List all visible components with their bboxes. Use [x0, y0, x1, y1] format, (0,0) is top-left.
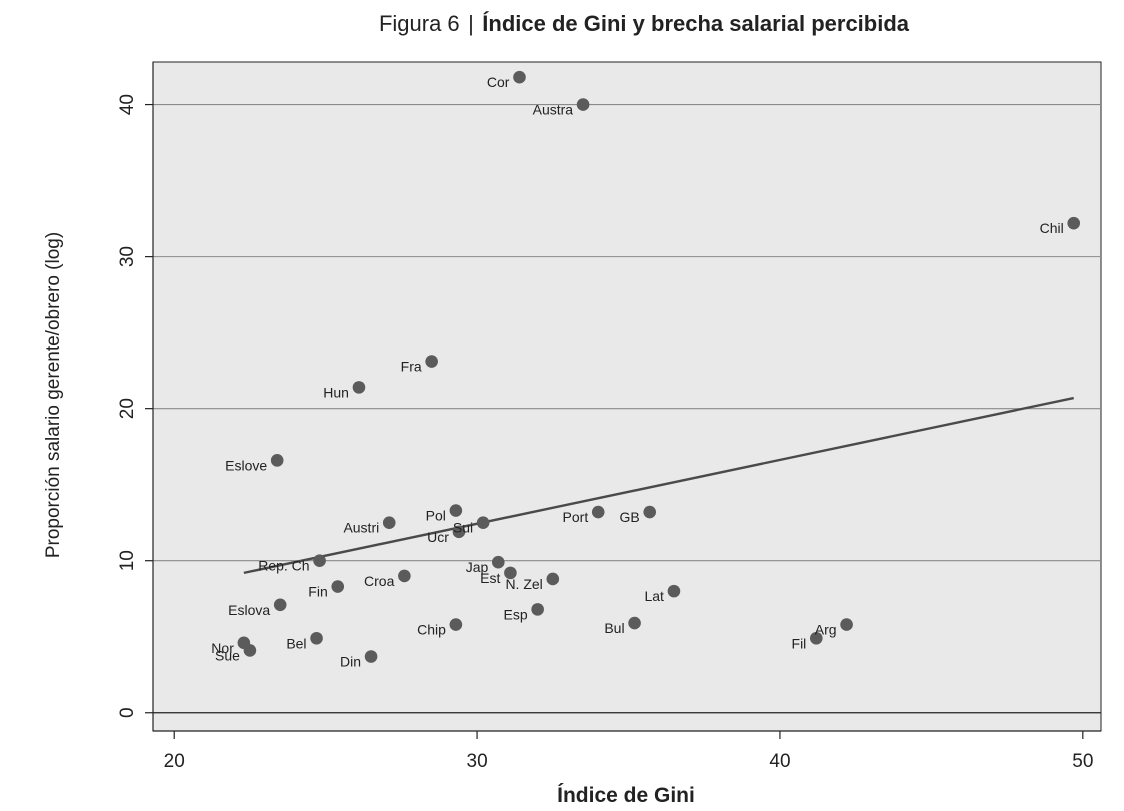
point-fra [425, 355, 438, 368]
point-label-arg: Arg [815, 622, 837, 638]
point-label-sue: Sue [215, 647, 240, 663]
point-label-bul: Bul [604, 620, 624, 636]
point-label-fil: Fil [792, 635, 807, 651]
title-separator: | [468, 11, 474, 36]
point-sui [476, 516, 490, 529]
point-jap [491, 555, 505, 569]
point-label-esp: Esp [504, 606, 528, 622]
y-tick-label-0: 0 [117, 707, 138, 718]
y-axis-title: Proporción salario gerente/obrero (log) [43, 232, 64, 558]
point-sue [243, 644, 257, 657]
point-eslove [270, 454, 284, 467]
point-label-fin: Fin [308, 584, 327, 600]
point-label-eslova: Eslova [228, 602, 270, 618]
axes: 0 10 20 30 40 20 30 40 50 [117, 62, 1101, 772]
point-labels: Cor Austra Chil Fra Hun Eslove Austri Pol SuiUcr… [211, 74, 1063, 669]
point-label-sui: Sui [453, 520, 473, 536]
point-label-nor: Nor [211, 640, 234, 656]
point-label-rep-ch: Rep. Ch [258, 558, 309, 574]
title-main: Índice de Gini y brecha salarial percibi… [482, 11, 909, 36]
point-label-eslove: Eslove [225, 457, 267, 473]
point-n-zel [546, 572, 560, 586]
point-label-gb: GB [619, 509, 639, 525]
point-label-din: Din [340, 653, 361, 669]
point-label-lat: Lat [644, 588, 664, 604]
point-label-austri: Austri [343, 520, 379, 536]
y-tick-label-40: 40 [117, 94, 138, 115]
x-axis-title: Índice de Gini [557, 784, 695, 807]
point-label-pol: Pol [426, 508, 446, 524]
point-eslova [273, 598, 287, 612]
point-label-austra: Austra [533, 102, 574, 118]
y-tick-label-10: 10 [117, 550, 138, 571]
title-prefix: Figura 6 [379, 11, 460, 36]
data-points [237, 70, 1081, 663]
point-pol [449, 504, 463, 517]
point-bel [310, 631, 323, 645]
chart-title: Figura 6 | Índice de Gini y brecha salar… [379, 11, 910, 36]
point-label-chip: Chip [417, 622, 446, 638]
point-hun [352, 381, 366, 394]
point-label-fra: Fra [401, 359, 422, 375]
point-fil [809, 631, 823, 645]
trend-line-layer [243, 396, 1074, 575]
y-tick-label-30: 30 [117, 246, 138, 267]
point-esp [531, 603, 544, 616]
plot-area [152, 61, 1102, 732]
point-chil [1067, 216, 1081, 230]
x-tick-label-40: 40 [769, 751, 790, 772]
x-tick-label-50: 50 [1072, 751, 1093, 772]
point-lat [667, 584, 681, 598]
point-label-jap: Jap [466, 559, 489, 575]
point-arg [840, 618, 853, 631]
point-label-chil: Chil [1040, 220, 1064, 236]
point-label-cor: Cor [487, 74, 510, 90]
point-croa [398, 569, 411, 583]
point-rep-ch [313, 554, 326, 568]
point-gb [643, 505, 657, 519]
point-fin [331, 580, 345, 593]
point-label-ucr: Ucr [427, 529, 449, 545]
point-label-est: Est [480, 570, 500, 586]
point-bul [628, 616, 641, 630]
grid-lines [153, 104, 1101, 714]
y-tick-label-20: 20 [117, 398, 138, 419]
x-tick-label-30: 30 [467, 751, 488, 772]
point-label-bel: Bel [286, 635, 306, 651]
point-est [504, 566, 517, 580]
point-label-port: Port [563, 509, 589, 525]
trend-line [243, 396, 1074, 575]
point-ucr [452, 525, 466, 539]
point-din [364, 650, 378, 663]
point-austra [576, 98, 590, 111]
point-label-n-zel: N. Zel [505, 576, 542, 592]
point-port [591, 505, 605, 519]
point-label-hun: Hun [323, 384, 349, 400]
point-label-croa: Croa [364, 573, 395, 589]
point-cor [513, 70, 526, 84]
point-chip [449, 618, 463, 631]
point-austri [382, 516, 396, 529]
x-tick-label-20: 20 [164, 751, 185, 772]
